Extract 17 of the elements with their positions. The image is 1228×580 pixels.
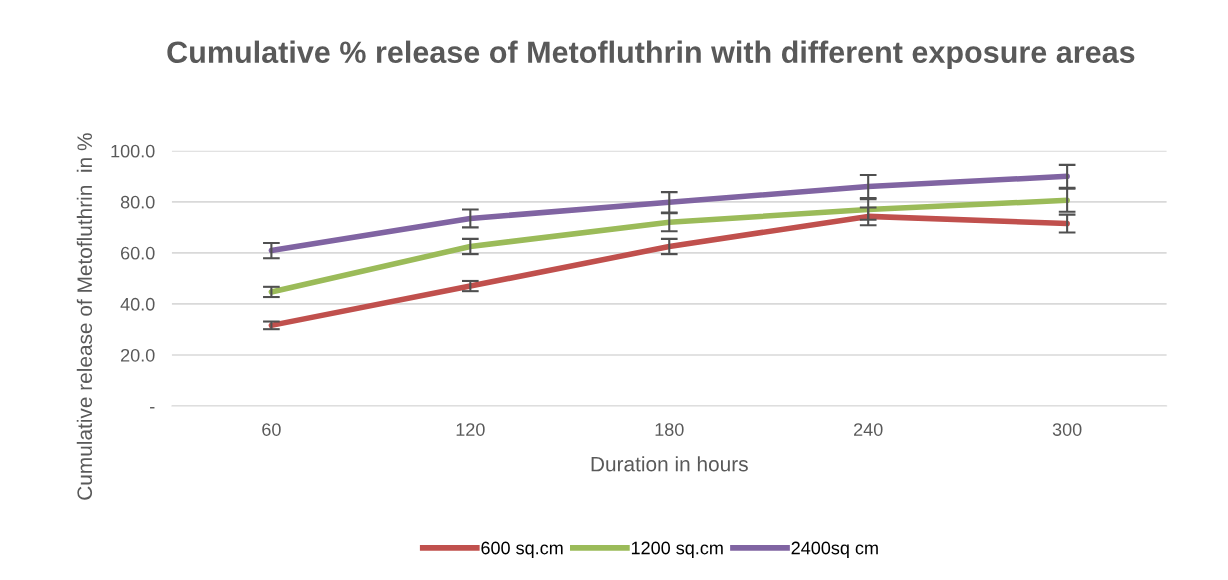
- x-tick-label: 60: [262, 423, 281, 436]
- legend-label: 1200 sq.cm: [631, 541, 723, 558]
- x-tick-label: 240: [854, 423, 883, 436]
- x-axis-title: Duration in hours: [591, 456, 748, 472]
- y-tick-label: 20.0: [121, 348, 155, 362]
- x-tick-label: 120: [456, 423, 485, 436]
- y-tick-label: 40.0: [120, 297, 155, 311]
- legend-label: 2400sq cm: [791, 541, 878, 558]
- y-tick-label: 60.0: [121, 246, 155, 260]
- legend-label: 600 sq.cm: [481, 541, 563, 558]
- y-tick-label: -: [150, 407, 155, 409]
- chart-title: Cumulative % release of Metofluthrin with different exposure areas: [167, 40, 1135, 70]
- y-tick-label: 80.0: [120, 195, 155, 209]
- y-tick-label: 100.0: [111, 144, 155, 158]
- x-tick-label: 180: [655, 423, 684, 436]
- y-axis-title: Cumulative release of Metofluthrin in %: [76, 133, 93, 500]
- x-tick-label: 300: [1052, 423, 1082, 436]
